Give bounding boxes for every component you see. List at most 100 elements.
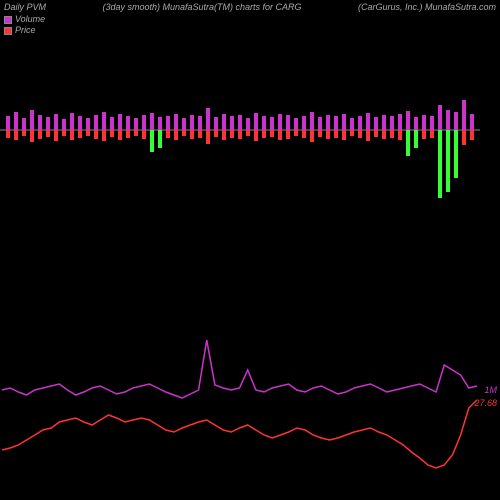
price-bar — [294, 130, 298, 136]
volume-bar — [182, 118, 186, 130]
price-bar — [238, 130, 242, 139]
volume-bar — [118, 114, 122, 130]
price-bar — [366, 130, 370, 141]
legend-price-label: Price — [15, 25, 36, 36]
price-bar — [430, 130, 434, 138]
price-bar — [374, 130, 378, 137]
price-bar — [278, 130, 282, 140]
price-bar — [22, 130, 26, 136]
price-bar — [222, 130, 226, 140]
volume-bar — [134, 118, 138, 130]
volume-bar — [342, 114, 346, 130]
volume-bar — [46, 117, 50, 130]
price-bar — [350, 130, 354, 136]
price-axis-label: 27.68 — [474, 398, 497, 408]
volume-bar — [406, 111, 410, 130]
price-bar — [310, 130, 314, 142]
price-bar — [342, 130, 346, 140]
volume-bar — [318, 117, 322, 130]
volume-bar — [238, 115, 242, 130]
volume-bar — [382, 115, 386, 130]
price-bar — [206, 130, 210, 144]
price-line — [2, 400, 477, 468]
volume-bar — [6, 116, 10, 130]
price-bar — [110, 130, 114, 137]
price-bar — [70, 130, 74, 140]
price-bar — [134, 130, 138, 136]
volume-bar — [190, 115, 194, 130]
volume-bar — [78, 116, 82, 130]
volume-bar — [286, 115, 290, 130]
volume-bar — [198, 116, 202, 130]
volume-bar — [94, 115, 98, 130]
price-bar — [94, 130, 98, 139]
volume-bar — [358, 116, 362, 130]
price-bar — [406, 130, 410, 156]
volume-bar — [422, 115, 426, 130]
volume-axis-label: 1M — [484, 385, 497, 395]
price-bar — [326, 130, 330, 139]
volume-swatch — [4, 16, 12, 24]
price-bar — [158, 130, 162, 148]
volume-bar — [206, 108, 210, 130]
volume-bar — [326, 115, 330, 130]
volume-bar — [390, 116, 394, 130]
volume-bar — [214, 117, 218, 130]
price-bar — [190, 130, 194, 139]
price-bar — [174, 130, 178, 140]
legend-volume: Volume — [4, 14, 496, 25]
price-bar — [62, 130, 66, 136]
price-bar — [46, 130, 50, 137]
volume-line — [2, 340, 477, 398]
price-bar — [86, 130, 90, 136]
legend: Volume Price — [0, 14, 500, 36]
volume-bar — [14, 112, 18, 130]
price-bar — [262, 130, 266, 138]
legend-volume-label: Volume — [15, 14, 45, 25]
price-bar — [142, 130, 146, 139]
price-bar — [286, 130, 290, 139]
volume-bar — [54, 114, 58, 130]
volume-bar — [246, 118, 250, 130]
volume-bar — [126, 116, 130, 130]
volume-bar — [454, 112, 458, 130]
volume-bar — [150, 113, 154, 130]
volume-bar — [30, 110, 34, 130]
price-bar — [38, 130, 42, 139]
volume-bar — [62, 119, 66, 130]
price-bar — [78, 130, 82, 138]
chart-header: Daily PVM (3day smooth) MunafaSutra(TM) … — [0, 0, 500, 14]
price-bar — [126, 130, 130, 138]
price-bar — [182, 130, 186, 136]
price-bar — [166, 130, 170, 138]
legend-price: Price — [4, 25, 496, 36]
price-bar — [150, 130, 154, 152]
volume-bar — [334, 116, 338, 130]
volume-bar — [470, 114, 474, 130]
price-bar — [30, 130, 34, 142]
volume-price-line-chart — [0, 280, 500, 480]
price-bar — [254, 130, 258, 141]
price-bar — [390, 130, 394, 138]
volume-bar — [302, 116, 306, 130]
volume-bar — [446, 110, 450, 130]
header-center: (3day smooth) MunafaSutra(TM) charts for… — [102, 2, 301, 12]
price-bar — [198, 130, 202, 138]
price-bar — [230, 130, 234, 138]
volume-bar — [398, 114, 402, 130]
volume-bar — [430, 116, 434, 130]
volume-bar — [174, 114, 178, 130]
volume-bar — [110, 117, 114, 130]
volume-bar — [414, 117, 418, 130]
price-bar — [318, 130, 322, 137]
volume-bar — [254, 113, 258, 130]
price-bar — [14, 130, 18, 140]
volume-bar — [230, 116, 234, 130]
price-bar — [54, 130, 58, 141]
price-bar — [470, 130, 474, 140]
price-bar — [334, 130, 338, 138]
price-bar — [422, 130, 426, 139]
volume-bar — [102, 112, 106, 130]
volume-bar — [142, 115, 146, 130]
volume-bar — [278, 114, 282, 130]
